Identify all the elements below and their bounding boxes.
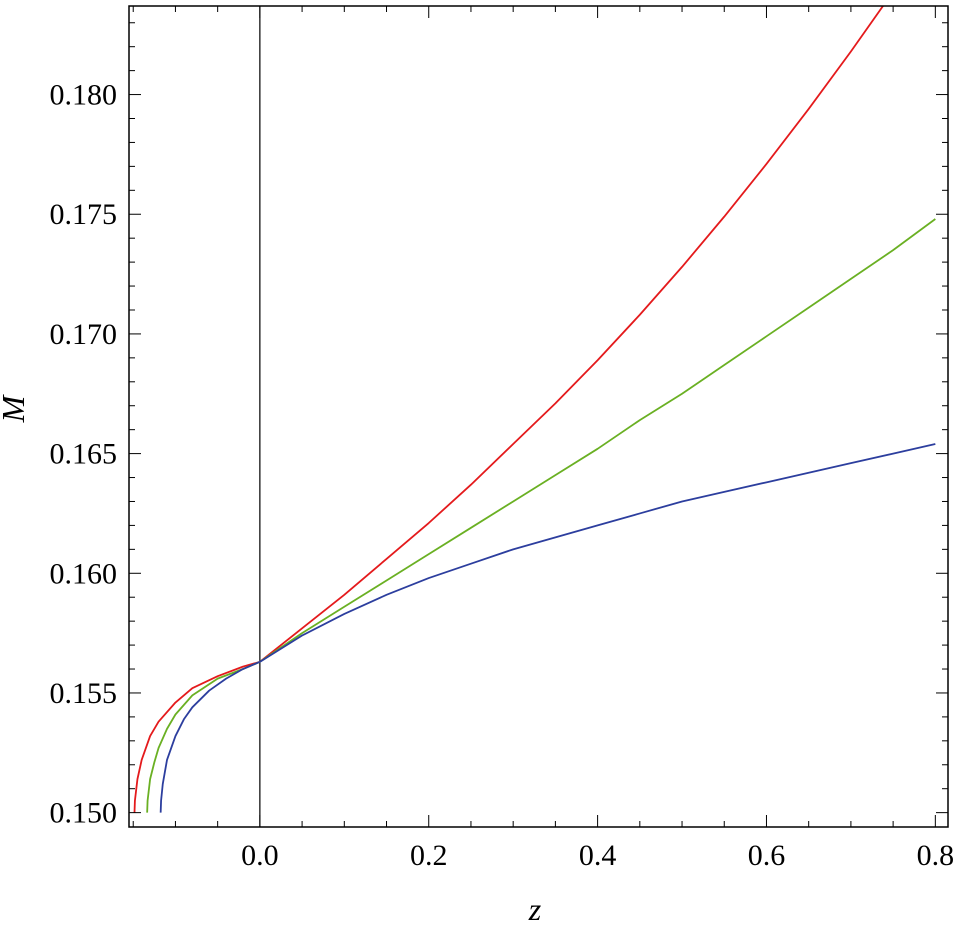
series-line-3	[159, 443, 936, 813]
y-tick-label: 0.175	[50, 198, 118, 231]
frame-layer	[128, 5, 949, 828]
series-line-2	[146, 218, 936, 813]
x-tick-label: 0.0	[241, 839, 279, 872]
y-tick-label: 0.160	[50, 557, 118, 590]
x-tick-label: 0.2	[410, 839, 448, 872]
series-clip-group	[133, 6, 936, 813]
y-tick-label: 0.165	[50, 438, 118, 471]
x-tick-label: 0.8	[917, 839, 955, 872]
plot-frame	[128, 5, 949, 828]
x-axis-title: z	[528, 891, 542, 924]
tick-labels-layer: 0.0 0.2 0.4 0.6 0.8 0.150 0.155 0.160 0.165 0.170…	[50, 79, 955, 872]
y-axis-title: M	[0, 393, 31, 423]
x-tick-label: 0.4	[579, 839, 617, 872]
y-tick-label: 0.155	[50, 677, 118, 710]
y-tick-label: 0.170	[50, 318, 118, 351]
x-tick-label: 0.6	[748, 839, 786, 872]
series-layer	[133, 6, 936, 813]
ticks-layer	[129, 6, 948, 827]
y-tick-label: 0.180	[50, 79, 118, 112]
y-tick-label: 0.150	[50, 797, 118, 830]
series-line-1	[133, 6, 885, 813]
